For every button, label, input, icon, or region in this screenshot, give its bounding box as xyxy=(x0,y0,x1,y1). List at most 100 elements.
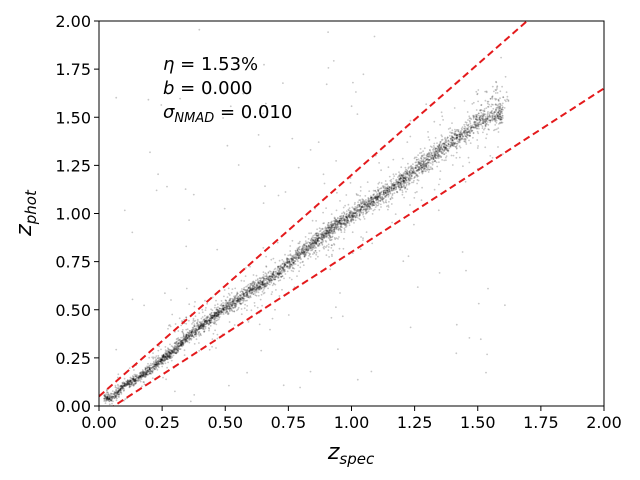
scatter-point xyxy=(389,179,392,182)
scatter-point xyxy=(295,258,298,260)
scatter-point xyxy=(294,252,297,255)
scatter-point xyxy=(169,355,172,358)
scatter-point xyxy=(133,369,135,371)
scatter-point xyxy=(468,139,470,142)
scatter-point xyxy=(140,371,142,374)
scatter-point xyxy=(314,249,317,252)
scatter-point xyxy=(167,356,170,358)
scatter-point xyxy=(322,230,325,233)
scatter-point xyxy=(466,128,469,130)
scatter-point xyxy=(380,182,383,184)
scatter-point xyxy=(161,359,164,362)
scatter-point xyxy=(479,123,482,126)
scatter-point xyxy=(302,250,305,253)
scatter-point xyxy=(279,271,282,274)
scatter-point xyxy=(363,201,365,204)
scatter-point xyxy=(419,160,421,162)
scatter-point xyxy=(488,103,491,106)
scatter-point xyxy=(189,337,192,340)
scatter-point xyxy=(479,119,482,122)
scatter-point xyxy=(364,212,367,215)
scatter-point xyxy=(253,281,256,283)
scatter-point xyxy=(387,191,390,194)
scatter-point xyxy=(244,294,247,297)
scatter-point xyxy=(169,349,172,351)
scatter-point xyxy=(222,302,225,304)
scatter-point xyxy=(184,340,187,343)
scatter-point xyxy=(322,231,325,234)
scatter-point xyxy=(345,216,348,219)
scatter-point xyxy=(501,116,503,119)
scatter-point xyxy=(382,200,385,203)
scatter-point xyxy=(500,108,503,111)
scatter-point xyxy=(355,91,357,93)
scatter-point xyxy=(127,383,129,386)
scatter-point xyxy=(246,288,249,291)
scatter-point xyxy=(501,107,504,109)
scatter-point xyxy=(357,194,360,197)
scatter-point xyxy=(374,196,377,199)
scatter-point xyxy=(336,221,339,224)
scatter-point xyxy=(408,174,411,177)
scatter-point xyxy=(105,395,108,398)
scatter-point xyxy=(491,96,494,98)
scatter-point xyxy=(303,248,305,251)
scatter-point xyxy=(495,113,498,116)
scatter-point xyxy=(109,398,111,400)
scatter-point xyxy=(141,385,143,388)
scatter-point xyxy=(190,332,193,335)
scatter-point xyxy=(286,265,288,268)
scatter-point xyxy=(147,98,150,101)
scatter-point xyxy=(301,261,304,263)
scatter-point xyxy=(351,212,353,215)
scatter-point xyxy=(202,326,205,329)
scatter-point xyxy=(421,166,424,169)
scatter-point xyxy=(342,223,344,226)
scatter-point xyxy=(325,254,328,257)
scatter-point xyxy=(297,255,300,258)
scatter-point xyxy=(429,168,432,171)
scatter-point xyxy=(498,107,501,110)
scatter-point xyxy=(141,374,144,377)
scatter-point xyxy=(201,325,204,327)
scatter-point xyxy=(294,249,297,252)
scatter-point xyxy=(181,343,184,346)
scatter-point xyxy=(506,98,508,101)
scatter-point xyxy=(185,335,188,338)
scatter-point xyxy=(113,391,116,393)
scatter-point xyxy=(181,341,183,343)
scatter-point xyxy=(348,213,350,216)
scatter-point xyxy=(164,355,167,358)
scatter-point xyxy=(290,258,293,260)
scatter-point xyxy=(308,245,311,248)
scatter-point xyxy=(261,281,264,284)
scatter-point xyxy=(179,348,181,351)
scatter-point xyxy=(114,394,117,397)
scatter-point xyxy=(328,229,331,232)
scatter-point xyxy=(142,370,145,373)
scatter-point xyxy=(117,395,120,398)
scatter-point xyxy=(377,199,380,201)
scatter-point xyxy=(427,171,430,173)
scatter-point xyxy=(205,307,207,309)
scatter-point xyxy=(463,123,466,126)
scatter-point xyxy=(449,141,452,144)
scatter-point xyxy=(399,184,402,187)
scatter-point xyxy=(220,303,223,305)
scatter-point xyxy=(224,311,227,313)
scatter-point xyxy=(177,342,180,345)
scatter-point xyxy=(501,102,504,105)
scatter-point xyxy=(209,321,212,324)
scatter-point xyxy=(155,363,157,365)
scatter-point xyxy=(142,370,144,373)
scatter-point xyxy=(156,363,159,366)
scatter-point xyxy=(214,318,217,320)
scatter-point xyxy=(257,294,260,297)
scatter-point xyxy=(174,348,177,351)
scatter-point xyxy=(121,385,124,388)
scatter-point xyxy=(467,119,469,121)
scatter-point xyxy=(261,276,264,279)
scatter-point xyxy=(194,329,196,332)
scatter-point xyxy=(203,319,206,322)
scatter-point xyxy=(144,366,147,369)
